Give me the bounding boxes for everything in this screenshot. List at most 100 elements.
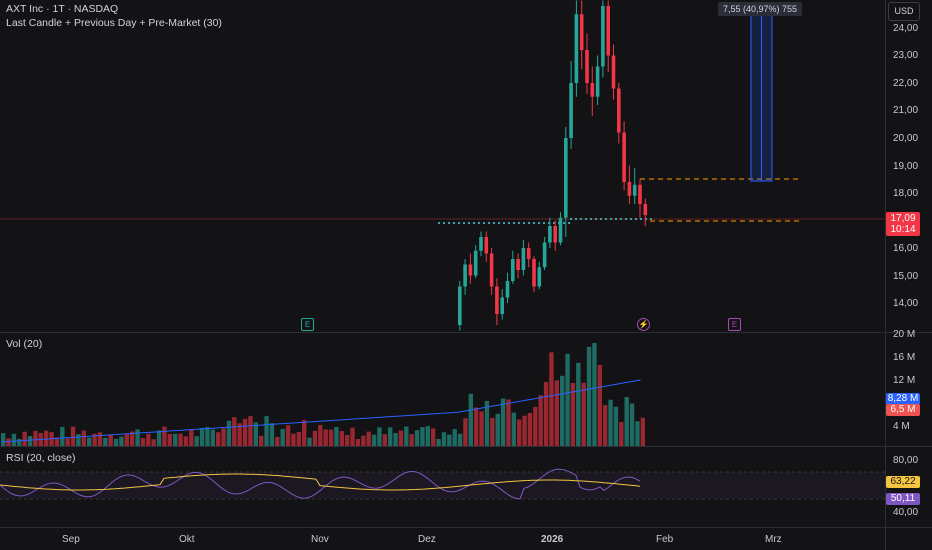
rsi-line: [0, 468, 641, 500]
candle: [511, 259, 515, 281]
symbol-title[interactable]: AXT Inc · 1T · NASDAQ: [6, 3, 119, 15]
currency-button[interactable]: USD: [888, 2, 920, 21]
price-axis-separator: [885, 0, 886, 550]
volume-ma-tag: 8,28 M: [886, 393, 920, 405]
candle: [643, 204, 648, 215]
measure-label: 7,55 (40,97%) 755: [718, 2, 802, 16]
volume-axis-label: 4 M: [893, 421, 910, 432]
volume-bar: [156, 430, 162, 446]
volume-bar: [355, 439, 361, 446]
volume-bar: [81, 430, 86, 446]
price-axis-label: 14,00: [893, 298, 919, 309]
volume-bar: [613, 406, 619, 446]
candle: [564, 138, 568, 218]
candle: [569, 83, 573, 138]
price-axis-label: 18,00: [893, 188, 919, 199]
volume-bar: [124, 433, 129, 446]
indicator-label[interactable]: Last Candle + Previous Day + Pre-Market …: [6, 17, 222, 29]
volume-bar: [409, 434, 414, 446]
volume-bar: [119, 436, 124, 446]
volume-bar: [33, 430, 38, 446]
candle: [638, 184, 642, 204]
candle: [632, 184, 637, 196]
volume-bar: [76, 434, 81, 446]
pane-separator-rsi[interactable]: [0, 446, 932, 447]
earnings-icon[interactable]: E: [728, 318, 741, 331]
volume-bar: [527, 412, 533, 446]
volume-bar: [538, 395, 543, 446]
volume-bar: [312, 430, 318, 446]
volume-bar: [382, 434, 387, 446]
time-axis-separator: [0, 527, 932, 528]
candle: [521, 248, 526, 270]
volume-bar: [624, 397, 629, 446]
candle: [500, 297, 504, 314]
volume-bar: [108, 435, 113, 446]
bar-countdown: 10:14: [890, 224, 916, 235]
volume-bar: [522, 415, 527, 446]
price-axis-label: 24,00: [893, 23, 919, 34]
volume-bar: [549, 352, 554, 446]
volume-bar: [345, 434, 350, 446]
volume-bar: [576, 362, 581, 446]
volume-ma-line: [0, 379, 641, 443]
volume-bar: [92, 433, 97, 446]
candle: [622, 132, 626, 182]
volume-bar: [371, 434, 377, 446]
current-price-tag: 17,09 10:14: [886, 212, 920, 236]
volume-bar: [506, 399, 511, 446]
volume-bar: [463, 418, 468, 446]
volume-bar: [517, 419, 522, 446]
volume-bar: [291, 433, 296, 446]
volume-bar: [635, 421, 640, 446]
dividend-icon[interactable]: ⚡: [637, 318, 650, 331]
volume-bar: [334, 426, 339, 446]
volume-bar: [318, 425, 323, 446]
rsi-label[interactable]: RSI (20, close): [6, 452, 76, 464]
volume-bar: [173, 433, 178, 446]
volume-value-tag: 6,5 M: [886, 404, 920, 416]
candle: [595, 66, 600, 97]
volume-bar: [490, 417, 495, 446]
volume-bar: [474, 407, 479, 446]
pane-separator-volume[interactable]: [0, 332, 932, 333]
volume-bar: [366, 431, 371, 446]
volume-bar: [135, 429, 140, 446]
volume-bar: [560, 375, 565, 446]
volume-bar: [640, 417, 645, 446]
volume-bar: [603, 405, 608, 446]
candle: [579, 14, 584, 50]
candle: [537, 267, 542, 287]
volume-bar: [87, 437, 92, 446]
volume-bar: [361, 435, 366, 446]
candle: [601, 6, 605, 67]
price-axis-label: 19,00: [893, 161, 919, 172]
volume-bar: [22, 431, 27, 446]
volume-bar: [103, 437, 108, 446]
candle: [532, 259, 536, 287]
volume-bar: [452, 429, 457, 446]
earnings-icon[interactable]: E: [301, 318, 314, 331]
candle: [526, 248, 531, 259]
volume-bar: [178, 433, 183, 446]
time-axis-label: 2026: [541, 534, 564, 545]
volume-bar: [619, 422, 624, 446]
volume-bar: [500, 398, 506, 446]
volume-bar: [60, 426, 65, 446]
volume-bar: [328, 429, 334, 446]
volume-bar: [54, 437, 60, 446]
volume-bar: [183, 436, 189, 446]
price-axis-label: 16,00: [893, 243, 919, 254]
volume-label[interactable]: Vol (20): [6, 338, 43, 350]
volume-axis-label: 16 M: [893, 352, 916, 363]
volume-bar: [113, 438, 119, 446]
price-axis-label: 20,00: [893, 133, 919, 144]
rsi-value-tag: 50,11: [886, 493, 920, 505]
price-axis-label: 15,00: [893, 271, 919, 282]
price-axis-label: 22,00: [893, 78, 919, 89]
volume-bar: [597, 364, 602, 446]
time-axis-label: Sep: [62, 534, 80, 545]
candle: [574, 14, 579, 83]
volume-bar: [275, 436, 280, 446]
